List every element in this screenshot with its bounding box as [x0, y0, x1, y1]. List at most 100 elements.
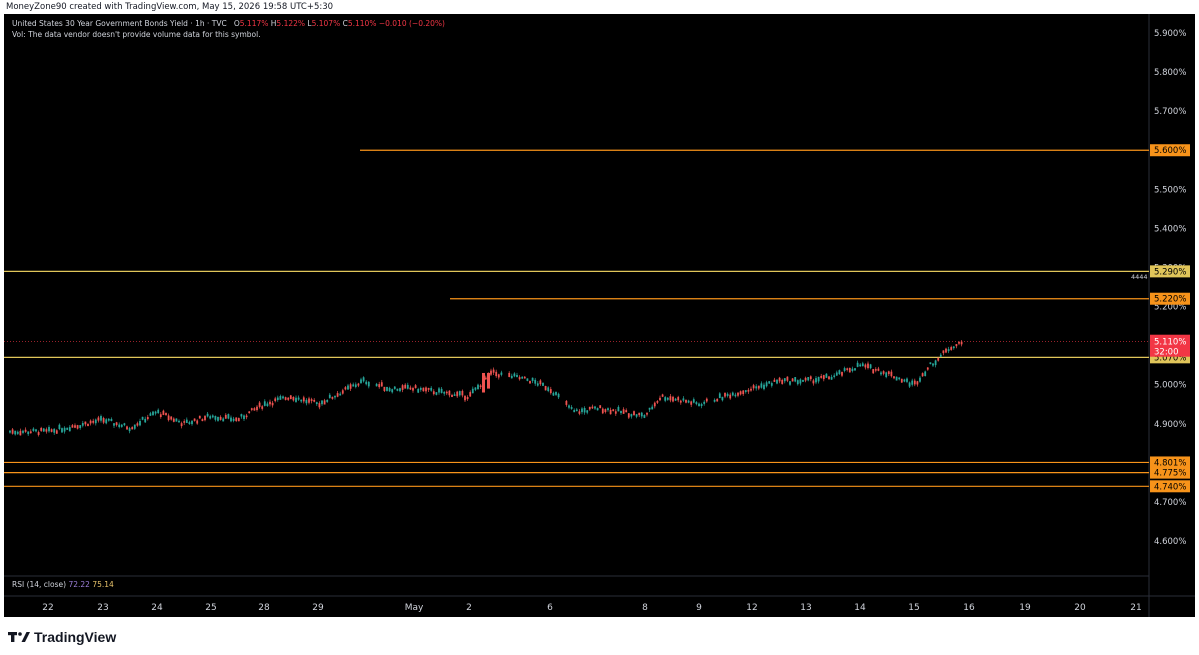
y-tick-label: 5.500% — [1154, 185, 1186, 195]
candle-body — [461, 390, 464, 396]
candle-body — [765, 382, 768, 387]
candle-body — [315, 402, 318, 405]
candle-body — [573, 410, 576, 413]
rsi-legend[interactable]: RSI (14, close) 72.22 75.14 — [12, 580, 114, 589]
candle-body — [877, 368, 880, 371]
candle-body — [796, 380, 799, 385]
candle-body — [308, 398, 310, 403]
candle-body — [885, 372, 888, 378]
price-chart[interactable]: 5.900%5.800%5.700%5.600%5.500%5.400%5.30… — [4, 14, 1195, 617]
candle-body — [185, 419, 188, 423]
candle-body — [261, 406, 264, 409]
level-price-label: 5.220% — [1154, 295, 1186, 305]
candle-body — [253, 408, 256, 411]
candle-body — [908, 382, 911, 387]
candle-body — [269, 401, 271, 405]
candle-body — [102, 418, 105, 423]
candle-body — [162, 410, 165, 415]
candle-body — [266, 403, 269, 407]
candle-body — [123, 423, 126, 426]
candle-body — [841, 371, 843, 376]
candle-body — [214, 416, 217, 420]
candle-body — [50, 429, 53, 432]
candle-body — [721, 396, 724, 401]
candle-body — [490, 370, 492, 375]
y-tick-label: 4.900% — [1154, 420, 1186, 430]
candle-body — [958, 341, 960, 344]
candle-body — [344, 387, 347, 390]
candle-body — [365, 381, 368, 385]
candle-body — [146, 417, 149, 420]
level-price-label: 5.070% — [1154, 353, 1186, 363]
candle-body — [677, 397, 680, 401]
candle-body — [227, 414, 230, 419]
candle-body — [887, 371, 890, 375]
candle-body — [206, 413, 209, 417]
candle-body — [435, 392, 438, 395]
candle-body — [354, 384, 357, 388]
candle-body — [58, 424, 61, 429]
candle-body — [230, 417, 232, 422]
candle-body — [757, 385, 760, 389]
chart-pane[interactable]: 5.900%5.800%5.700%5.600%5.500%5.400%5.30… — [4, 14, 1195, 617]
candle-body — [204, 416, 206, 421]
candle-body — [297, 397, 300, 400]
candle-body — [729, 394, 732, 399]
candle-body — [492, 369, 495, 373]
symbol-title[interactable]: United States 30 Year Government Bonds Y… — [12, 19, 227, 28]
candle-body — [27, 431, 30, 435]
candle-body — [63, 427, 66, 432]
candle-body — [781, 379, 784, 384]
candle-body — [742, 390, 745, 395]
candle-body — [773, 379, 776, 382]
candle-body — [271, 402, 274, 406]
candle-body — [250, 408, 253, 410]
y-tick-label: 5.700% — [1154, 107, 1186, 117]
rsi-value-1: 72.22 — [68, 580, 90, 589]
candle-body — [703, 401, 706, 404]
candle-body — [586, 410, 589, 413]
candle-body — [113, 423, 115, 426]
level-price-label: 5.290% — [1154, 267, 1186, 277]
candle-body — [516, 374, 518, 377]
candle-body — [289, 395, 292, 400]
candle-body — [141, 416, 144, 420]
candle-body — [68, 427, 71, 432]
level-price-tag — [1150, 144, 1190, 157]
candle-body — [360, 379, 362, 384]
candle-body — [828, 376, 830, 380]
candle-body — [763, 384, 765, 390]
candle-body — [945, 348, 947, 353]
candle-body — [846, 368, 849, 370]
candle-body — [191, 420, 193, 425]
candle-body — [383, 386, 386, 391]
candle-body — [334, 395, 336, 398]
candle-body — [638, 412, 641, 416]
candle-body — [596, 408, 599, 411]
candle-body — [157, 409, 160, 414]
candle-body — [900, 378, 903, 383]
candle-body — [893, 376, 895, 379]
candle-body — [175, 418, 178, 422]
candle-body — [417, 389, 420, 393]
level-price-label: 4.775% — [1154, 469, 1186, 479]
candle-body — [794, 377, 797, 382]
candle-body — [11, 429, 14, 434]
candle-body — [219, 416, 222, 420]
candle-body — [279, 396, 282, 400]
candle-body — [843, 368, 846, 371]
candle-body — [248, 411, 251, 414]
candle-body — [94, 419, 97, 424]
candle-body — [921, 373, 924, 377]
candle-body — [536, 383, 539, 386]
candle-body — [882, 371, 885, 374]
x-tick-label: 28 — [258, 603, 270, 613]
open-label: O — [233, 19, 240, 28]
candle-body — [612, 409, 615, 412]
x-tick-label: 29 — [312, 603, 324, 613]
candle-body — [919, 377, 921, 382]
candle-body — [500, 372, 503, 375]
candle-body — [419, 387, 422, 390]
open-value: 5.117% — [239, 19, 269, 28]
change-value: −0.010 (−0.20%) — [378, 19, 445, 28]
